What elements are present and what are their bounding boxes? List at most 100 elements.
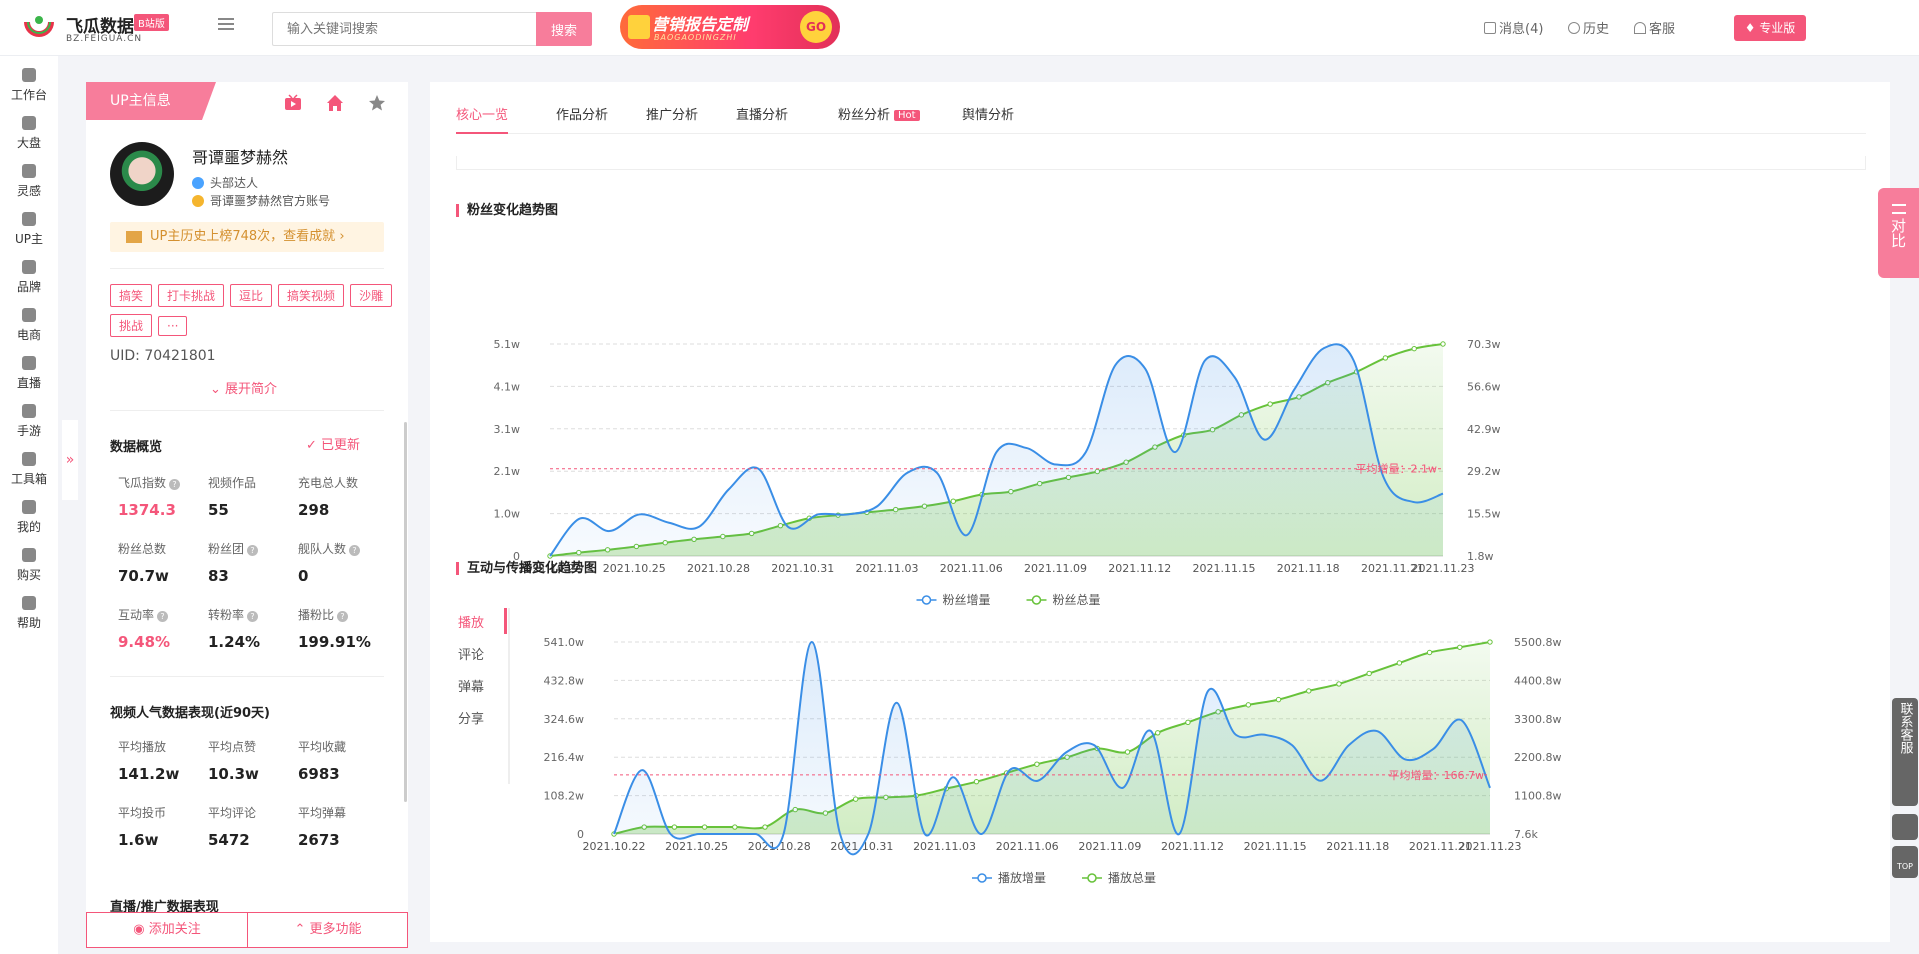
- legend-label[interactable]: 粉丝增量: [943, 593, 991, 607]
- x-tick: 2021.11.18: [1277, 562, 1340, 575]
- divider: [247, 913, 248, 947]
- tab-4[interactable]: 粉丝分析 Hot: [838, 104, 920, 134]
- nav-expand-icon[interactable]: »: [62, 420, 78, 500]
- nav-item-10[interactable]: 购买: [0, 540, 58, 590]
- tab-1[interactable]: 作品分析: [556, 104, 608, 134]
- nav-item-6[interactable]: 直播: [0, 348, 58, 398]
- clock-icon: [1568, 22, 1580, 34]
- home-icon[interactable]: [326, 94, 344, 112]
- tag[interactable]: 搞笑: [110, 284, 153, 307]
- stat-item: 飞瓜指数? 1374.3: [118, 474, 208, 519]
- legend-label[interactable]: 播放总量: [1108, 870, 1156, 885]
- contact-service-button[interactable]: 联系客服: [1892, 698, 1918, 806]
- add-follow-button[interactable]: ◉ 添加关注: [87, 913, 247, 947]
- nav-item-8[interactable]: 工具箱: [0, 444, 58, 494]
- y-left-tick: 1.0w: [494, 508, 521, 521]
- x-tick: 2021.11.12: [1161, 840, 1224, 853]
- service-link[interactable]: 客服: [1634, 18, 1675, 37]
- up-info-tab[interactable]: UP主信息: [86, 82, 216, 120]
- up-level: 头部达人: [192, 174, 258, 191]
- up-official-label: 哥谭噩梦赫然官方账号: [210, 194, 331, 208]
- tab-5[interactable]: 舆情分析: [962, 104, 1014, 134]
- search-button[interactable]: 搜索: [536, 12, 592, 46]
- help-icon: [22, 596, 36, 610]
- rank-banner[interactable]: UP主历史上榜748次，查看成就 ›: [110, 222, 384, 252]
- tab-2[interactable]: 推广分析: [646, 104, 698, 134]
- tag[interactable]: 沙雕: [350, 284, 393, 307]
- data-point: [1457, 644, 1463, 650]
- qrcode-icon[interactable]: [1892, 814, 1918, 840]
- divider: [456, 156, 1866, 170]
- y-right-tick: 42.9w: [1467, 423, 1501, 436]
- help-icon[interactable]: ?: [247, 611, 259, 622]
- nav-item-2[interactable]: 灵感: [0, 156, 58, 206]
- back-to-top-button[interactable]: TOP: [1892, 846, 1918, 878]
- nav-item-4[interactable]: 品牌: [0, 252, 58, 302]
- search-input[interactable]: [272, 12, 536, 46]
- metric-tab-0[interactable]: 播放: [458, 616, 485, 631]
- more-functions-button[interactable]: ⌃ 更多功能: [248, 913, 408, 947]
- legend-label[interactable]: 播放增量: [998, 870, 1046, 885]
- nav-item-5[interactable]: 电商: [0, 300, 58, 350]
- messages-link[interactable]: 消息(4): [1484, 18, 1543, 37]
- tab-3[interactable]: 直播分析: [736, 104, 788, 134]
- messages-label: 消息(4): [1499, 22, 1544, 37]
- tag[interactable]: 逗比: [230, 284, 273, 307]
- brand-logo[interactable]: 飞瓜数据 B站版 BZ.FEIGUA.CN: [22, 10, 202, 46]
- tag[interactable]: 挑战: [110, 314, 153, 337]
- menu-toggle-icon[interactable]: [218, 18, 234, 32]
- video-perf-title: 视频人气数据表现(近90天): [110, 706, 270, 721]
- metric-tab-1[interactable]: 评论: [458, 648, 485, 663]
- tv-icon[interactable]: [284, 94, 302, 112]
- nav-item-11[interactable]: 帮助: [0, 588, 58, 638]
- series-area: [550, 344, 1443, 556]
- x-tick: 2021.10.22: [583, 840, 646, 853]
- series-line: [549, 343, 1444, 557]
- data-point: [852, 796, 859, 802]
- tag[interactable]: 搞笑视频: [278, 284, 345, 307]
- legend-label[interactable]: 粉丝总量: [1053, 593, 1101, 607]
- metric-tab-3[interactable]: 分享: [458, 712, 485, 727]
- x-tick: 2021.11.23: [1459, 840, 1522, 853]
- y-left-tick: 541.0w: [544, 636, 585, 649]
- nav-item-1[interactable]: 大盘: [0, 108, 58, 158]
- stat-value: 141.2w: [118, 765, 180, 783]
- expand-intro-link[interactable]: ⌄ 展开简介: [210, 378, 277, 397]
- help-icon[interactable]: ?: [169, 479, 181, 490]
- x-tick: 2021.10.25: [665, 840, 728, 853]
- help-icon[interactable]: ?: [157, 611, 169, 622]
- pro-version-button[interactable]: ♦ 专业版: [1734, 15, 1806, 41]
- y-right-tick: 70.3w: [1467, 338, 1501, 351]
- stat-label: 互动率?: [118, 606, 208, 623]
- nav-item-0[interactable]: 工作台: [0, 60, 58, 110]
- nav-item-9[interactable]: 我的: [0, 492, 58, 542]
- data-point: [1411, 345, 1417, 352]
- help-icon[interactable]: ?: [247, 545, 259, 556]
- left-nav: 工作台 大盘 灵感 UP主 品牌 电商 直播手游工具箱 我的 购买 帮助: [0, 56, 58, 954]
- nav-item-3[interactable]: UP主: [0, 204, 58, 254]
- stat-label: 充电总人数: [298, 474, 388, 491]
- help-icon[interactable]: ?: [349, 545, 361, 556]
- compare-button[interactable]: 对比: [1878, 188, 1919, 278]
- history-link[interactable]: 历史: [1568, 18, 1609, 37]
- stat-label-text: 转粉率: [208, 608, 245, 622]
- tab-0[interactable]: 核心一览: [456, 104, 509, 134]
- stat-label: 平均弹幕: [298, 806, 347, 820]
- metric-tab-2[interactable]: 弹幕: [458, 680, 485, 695]
- star-icon[interactable]: [368, 94, 386, 112]
- stat-value: 70.7w: [118, 567, 169, 585]
- tag[interactable]: 打卡挑战: [158, 284, 225, 307]
- help-icon[interactable]: ?: [337, 611, 349, 622]
- avatar[interactable]: [110, 142, 174, 206]
- promo-banner[interactable]: 营销报告定制 BAOGAODINGZHI GO: [620, 5, 840, 49]
- stat-item: 平均弹幕 2673: [298, 804, 388, 849]
- tag[interactable]: ···: [158, 316, 188, 336]
- mail-icon: [1484, 22, 1496, 34]
- promo-title: 营销报告定制: [652, 15, 749, 34]
- panel-scrollbar[interactable]: [404, 422, 407, 802]
- pro-label: 专业版: [1759, 21, 1796, 35]
- promo-go-button[interactable]: GO: [800, 11, 832, 43]
- nav-item-7[interactable]: 手游: [0, 396, 58, 446]
- nav-label: 手游: [16, 424, 41, 438]
- interaction-chart-title: 互动与传播变化趋势图: [456, 562, 597, 575]
